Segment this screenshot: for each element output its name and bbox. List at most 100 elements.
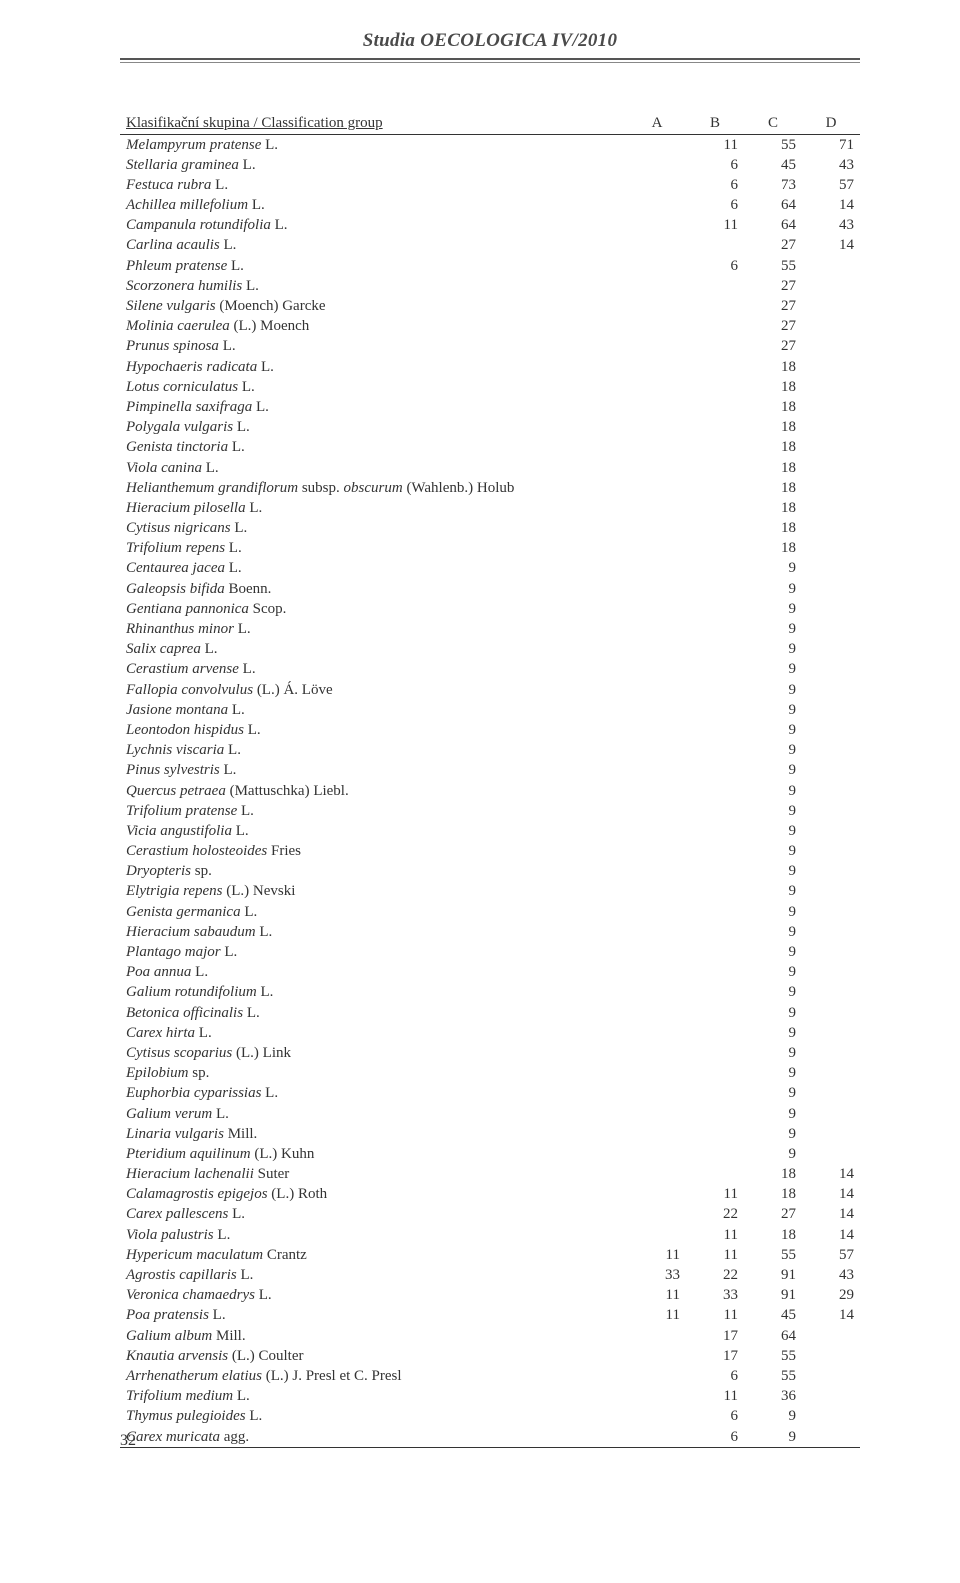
value-cell xyxy=(628,1165,686,1185)
table-row: Silene vulgaris (Moench) Garcke27 xyxy=(120,297,860,317)
value-cell: 22 xyxy=(686,1205,744,1225)
table-row: Cerastium holosteoides Fries9 xyxy=(120,842,860,862)
value-cell xyxy=(628,1205,686,1225)
value-cell xyxy=(628,397,686,417)
value-cell xyxy=(802,1084,860,1104)
table-row: Salix caprea L.9 xyxy=(120,640,860,660)
header-name: Klasifikační skupina / Classification gr… xyxy=(120,113,628,135)
value-cell: 22 xyxy=(686,1266,744,1286)
value-cell xyxy=(802,539,860,559)
page-number: 32 xyxy=(120,1432,136,1450)
value-cell: 9 xyxy=(744,862,802,882)
value-cell: 18 xyxy=(744,1185,802,1205)
species-cell: Hieracium pilosella L. xyxy=(120,498,628,518)
table-row: Pimpinella saxifraga L.18 xyxy=(120,397,860,417)
table-row: Prunus spinosa L.27 xyxy=(120,337,860,357)
value-cell xyxy=(802,922,860,942)
species-cell: Trifolium medium L. xyxy=(120,1387,628,1407)
value-cell xyxy=(628,1346,686,1366)
value-cell: 9 xyxy=(744,781,802,801)
table-row: Hypericum maculatum Crantz11115557 xyxy=(120,1245,860,1265)
table-row: Hieracium pilosella L. 18 xyxy=(120,498,860,518)
table-row: Pteridium aquilinum (L.) Kuhn9 xyxy=(120,1144,860,1164)
value-cell xyxy=(686,519,744,539)
value-cell: 27 xyxy=(744,337,802,357)
value-cell xyxy=(686,317,744,337)
value-cell: 14 xyxy=(802,1205,860,1225)
value-cell xyxy=(628,821,686,841)
table-row: Viola canina L.18 xyxy=(120,458,860,478)
value-cell: 18 xyxy=(744,1225,802,1245)
species-cell: Euphorbia cyparissias L. xyxy=(120,1084,628,1104)
table-row: Thymus pulegioides L.69 xyxy=(120,1407,860,1427)
value-cell xyxy=(686,1043,744,1063)
value-cell: 17 xyxy=(686,1326,744,1346)
value-cell xyxy=(802,1104,860,1124)
table-row: Centaurea jacea L.9 xyxy=(120,559,860,579)
value-cell xyxy=(686,418,744,438)
value-cell: 57 xyxy=(802,175,860,195)
value-cell: 18 xyxy=(744,498,802,518)
value-cell xyxy=(628,317,686,337)
species-cell: Carex hirta L. xyxy=(120,1023,628,1043)
species-cell: Cytisus nigricans L. xyxy=(120,519,628,539)
value-cell xyxy=(802,1366,860,1386)
value-cell: 6 xyxy=(686,1407,744,1427)
table-row: Knautia arvensis (L.) Coulter1755 xyxy=(120,1346,860,1366)
value-cell xyxy=(686,660,744,680)
value-cell: 18 xyxy=(744,478,802,498)
value-cell: 91 xyxy=(744,1286,802,1306)
table-row: Stellaria graminea L.64543 xyxy=(120,155,860,175)
table-row: Carex hirta L.9 xyxy=(120,1023,860,1043)
value-cell xyxy=(628,700,686,720)
value-cell: 18 xyxy=(744,357,802,377)
value-cell xyxy=(628,842,686,862)
value-cell xyxy=(686,963,744,983)
value-cell: 6 xyxy=(686,256,744,276)
table-row: Pinus sylvestris L.9 xyxy=(120,761,860,781)
value-cell xyxy=(628,458,686,478)
species-cell: Linaria vulgaris Mill. xyxy=(120,1124,628,1144)
value-cell: 9 xyxy=(744,559,802,579)
value-cell xyxy=(628,882,686,902)
value-cell: 9 xyxy=(744,902,802,922)
value-cell xyxy=(802,478,860,498)
species-cell: Hypericum maculatum Crantz xyxy=(120,1245,628,1265)
value-cell xyxy=(686,922,744,942)
species-cell: Pimpinella saxifraga L. xyxy=(120,397,628,417)
table-row: Carex pallescens L.222714 xyxy=(120,1205,860,1225)
value-cell: 9 xyxy=(744,741,802,761)
table-row: Vicia angustifolia L.9 xyxy=(120,821,860,841)
value-cell xyxy=(802,862,860,882)
value-cell xyxy=(686,741,744,761)
species-cell: Poa pratensis L. xyxy=(120,1306,628,1326)
value-cell: 64 xyxy=(744,1326,802,1346)
value-cell xyxy=(802,801,860,821)
value-cell xyxy=(686,640,744,660)
table-row: Epilobium sp.9 xyxy=(120,1064,860,1084)
species-cell: Elytrigia repens (L.) Nevski xyxy=(120,882,628,902)
value-cell xyxy=(802,297,860,317)
value-cell xyxy=(628,357,686,377)
value-cell xyxy=(686,1003,744,1023)
value-cell xyxy=(802,943,860,963)
value-cell xyxy=(628,761,686,781)
value-cell: 14 xyxy=(802,1165,860,1185)
value-cell: 27 xyxy=(744,236,802,256)
value-cell: 11 xyxy=(686,135,744,156)
table-row: Linaria vulgaris Mill.9 xyxy=(120,1124,860,1144)
value-cell: 18 xyxy=(744,418,802,438)
value-cell xyxy=(686,539,744,559)
species-cell: Jasione montana L. xyxy=(120,700,628,720)
value-cell: 18 xyxy=(744,438,802,458)
table-row: Calamagrostis epigejos (L.) Roth111814 xyxy=(120,1185,860,1205)
value-cell xyxy=(802,276,860,296)
table-row: Cytisus nigricans L.18 xyxy=(120,519,860,539)
value-cell xyxy=(686,1104,744,1124)
value-cell: 9 xyxy=(744,599,802,619)
table-row: Poa annua L.9 xyxy=(120,963,860,983)
value-cell: 11 xyxy=(686,1306,744,1326)
value-cell: 6 xyxy=(686,1366,744,1386)
value-cell: 9 xyxy=(744,700,802,720)
header-col-c: C xyxy=(744,113,802,135)
